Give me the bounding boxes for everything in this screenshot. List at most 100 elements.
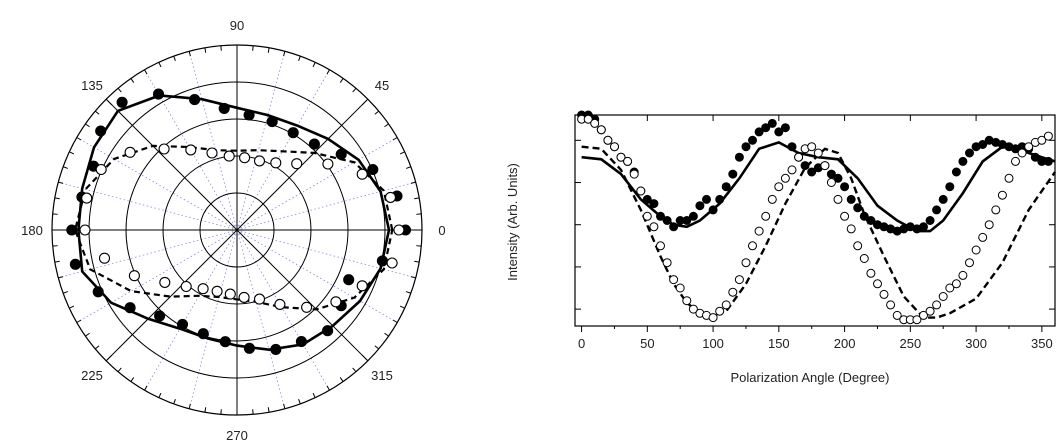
polar-data-point (330, 296, 342, 308)
cartesian-plot: 0 50 100 150 200 250 300 350 Polarization Angle… (505, 110, 1056, 385)
polar-grid (51, 44, 423, 416)
data-point (774, 182, 784, 192)
data-point (583, 114, 593, 124)
data-point (1011, 156, 1020, 166)
polar-data-point (159, 276, 171, 288)
polar-tick (188, 51, 191, 57)
polar-tick (105, 98, 113, 106)
polar-tick (144, 385, 148, 391)
data-point (846, 224, 856, 234)
x-tick-label: 350 (1031, 336, 1053, 351)
polar-tick (374, 345, 380, 350)
data-point (767, 194, 777, 204)
data-point (754, 127, 764, 137)
x-axis-label: Polarization Angle (Degree) (731, 370, 890, 385)
polar-angle-label: 45 (375, 78, 389, 93)
polar-ring (199, 192, 275, 268)
polar-angle-label: 90 (230, 18, 244, 33)
polar-data-point (219, 336, 231, 348)
polar-tick (399, 305, 405, 309)
data-point (741, 142, 751, 152)
polar-data-point (128, 270, 140, 282)
data-point (715, 194, 725, 204)
polar-data-point (206, 147, 218, 159)
data-point (748, 135, 757, 145)
data-point (978, 232, 988, 242)
polar-data-point (376, 255, 388, 267)
polar-data-point (243, 109, 255, 121)
polar-tick (54, 260, 60, 263)
data-point (886, 300, 896, 310)
polar-tick (117, 367, 122, 373)
polar-tick (117, 87, 122, 93)
polar-data-point (243, 342, 255, 354)
polar-tick (361, 98, 369, 106)
data-point (596, 125, 606, 135)
polar-ring (125, 118, 349, 342)
polar-tick (414, 260, 420, 263)
data-point (945, 283, 955, 293)
data-point (715, 306, 725, 316)
data-point (662, 258, 672, 268)
polar-marks (66, 88, 412, 355)
polar-tick (410, 181, 416, 184)
data-point (958, 270, 968, 280)
polar-data-point (81, 192, 93, 204)
polar-data-point (211, 285, 223, 297)
polar-data-point (322, 158, 334, 170)
data-point (682, 216, 692, 225)
polar-angle-label: 0 (438, 223, 445, 238)
data-point (603, 135, 613, 145)
data-point (721, 300, 731, 310)
polar-tick (339, 377, 344, 382)
polar-tick (158, 392, 162, 398)
data-point (780, 173, 790, 183)
data-point (761, 123, 771, 133)
polar-tick (326, 385, 330, 391)
data-point (787, 142, 797, 152)
data-point (623, 156, 633, 166)
data-point (616, 152, 626, 162)
data-point (833, 194, 843, 204)
polar-tick (283, 51, 286, 57)
polar-ring (162, 155, 312, 305)
data-point (932, 205, 942, 215)
polar-data-point (335, 148, 347, 160)
polar-data-point (343, 274, 355, 286)
data-point (669, 222, 679, 232)
data-point (688, 211, 698, 221)
data-point (965, 148, 974, 158)
data-point (1017, 148, 1027, 158)
data-point (866, 216, 876, 225)
polar-data-point (253, 155, 266, 167)
data-point (859, 211, 869, 221)
polar-data-point (386, 257, 398, 269)
data-point (734, 152, 744, 162)
polar-data-point (124, 146, 136, 158)
x-tick-label: 300 (965, 336, 987, 351)
polar-tick (298, 398, 301, 405)
polar-data-point (356, 168, 368, 180)
data-point (728, 169, 738, 179)
data-point (702, 194, 711, 204)
polar-tick (352, 367, 357, 373)
polar-data-point (224, 288, 236, 300)
data-point (1043, 131, 1053, 141)
data-point (984, 220, 994, 230)
data-point (754, 226, 764, 236)
polar-tick (339, 78, 344, 83)
polar-tick (58, 276, 64, 279)
data-point (971, 245, 981, 255)
data-point (879, 289, 889, 299)
data-point (794, 152, 804, 162)
data-point (708, 313, 718, 323)
polar-minor-spoke (236, 229, 398, 323)
polar-plot: 90 45 0 315 270 225 180 135 (21, 18, 445, 443)
polar-data-point (270, 157, 282, 169)
polar-minor-spoke (188, 51, 238, 231)
polar-major-spoke (105, 229, 238, 362)
polar-minor-spoke (236, 137, 398, 231)
polar-dashed-line (73, 144, 394, 311)
polar-major-spoke (236, 98, 369, 231)
